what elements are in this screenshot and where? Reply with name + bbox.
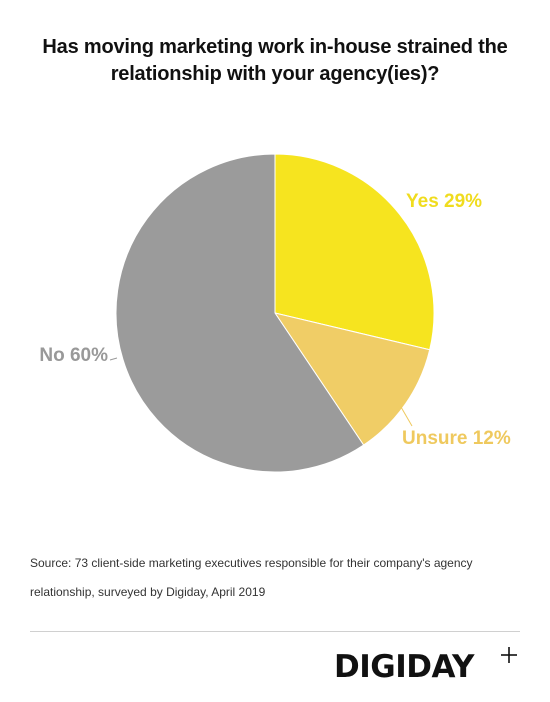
leader-lines <box>109 357 413 427</box>
footer-divider <box>30 631 520 632</box>
leader-line-no <box>109 357 118 361</box>
pie-slices <box>115 153 435 473</box>
pie-slice-yes <box>274 153 435 351</box>
pie-chart: Yes 29% Unsure 12% No 60% <box>39 153 511 473</box>
pie-slice-unsure <box>273 312 431 446</box>
digiday-logo: DIGIDAY <box>334 643 524 688</box>
leader-line-unsure <box>400 406 413 427</box>
logo-wordmark: DIGIDAY <box>334 649 474 685</box>
chart-title: Has moving marketing work in-house strai… <box>42 36 508 85</box>
slice-labels: Yes 29% Unsure 12% No 60% <box>39 191 511 449</box>
slice-label-unsure: Unsure 12% <box>402 428 511 449</box>
source-note: Source: 73 client-side marketing executi… <box>30 549 500 607</box>
source-line-2: relationship, surveyed by Digiday, April… <box>30 585 266 599</box>
slice-label-yes: Yes 29% <box>406 191 482 212</box>
pie-slice-no <box>115 153 365 473</box>
slice-label-no: No 60% <box>39 345 108 366</box>
source-line-1: Source: 73 client-side marketing executi… <box>30 556 473 570</box>
plus-icon <box>501 647 517 663</box>
